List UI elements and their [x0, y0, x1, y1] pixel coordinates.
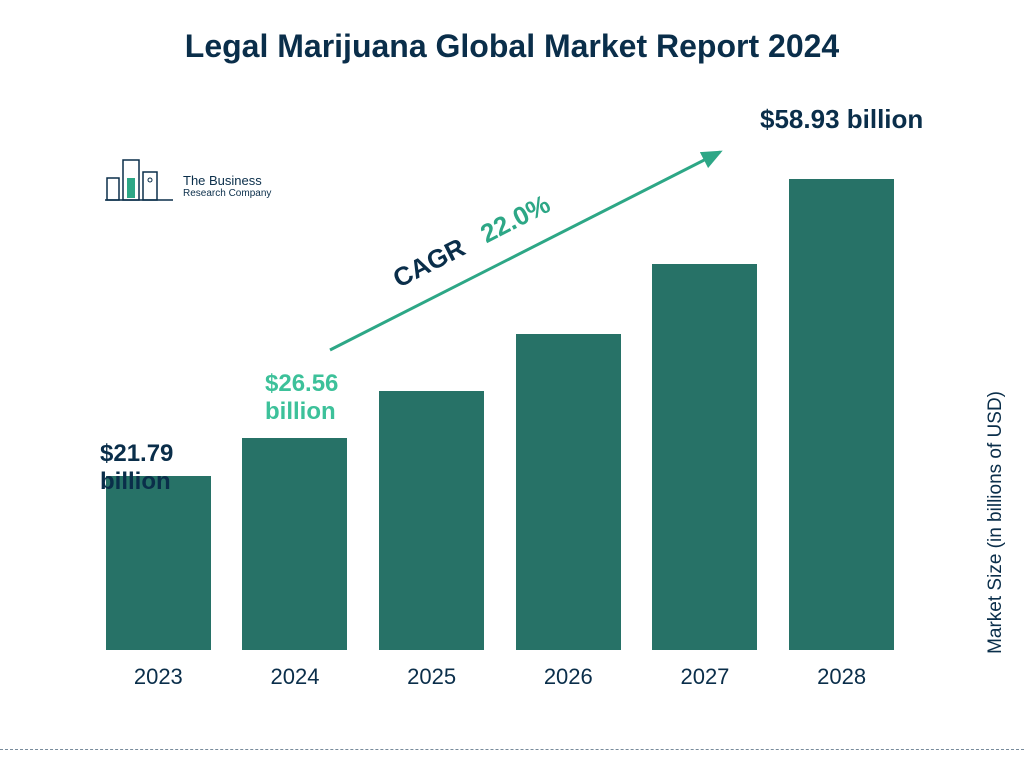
x-axis-label: 2027 [640, 664, 770, 690]
data-label-2028: $58.93 billion [760, 105, 923, 135]
data-label-2023-unit: billion [100, 468, 173, 496]
bar-group [230, 438, 360, 650]
x-axis-label: 2026 [503, 664, 633, 690]
bottom-divider [0, 749, 1024, 750]
data-label-2024: $26.56 billion [265, 370, 338, 425]
bar-group [503, 334, 633, 650]
data-label-2023: $21.79 billion [100, 440, 173, 495]
data-label-2023-value: $21.79 [100, 440, 173, 468]
bar-group [367, 391, 497, 650]
x-axis-label: 2025 [367, 664, 497, 690]
bar-group [777, 179, 907, 650]
x-axis-label: 2024 [230, 664, 360, 690]
bar-group [93, 476, 223, 650]
x-axis-label: 2023 [93, 664, 223, 690]
bar [379, 391, 484, 650]
y-axis-label: Market Size (in billions of USD) [985, 391, 1007, 654]
page-title: Legal Marijuana Global Market Report 202… [0, 0, 1024, 65]
bar [106, 476, 211, 650]
bar [652, 264, 757, 650]
data-label-2024-unit: billion [265, 398, 338, 426]
data-label-2024-value: $26.56 [265, 370, 338, 398]
bar [242, 438, 347, 650]
bar [516, 334, 621, 650]
bar [789, 179, 894, 650]
x-axis-labels: 2023 2024 20252026 2027 2028 [90, 664, 910, 690]
x-axis-label: 2028 [777, 664, 907, 690]
bar-group [640, 264, 770, 650]
